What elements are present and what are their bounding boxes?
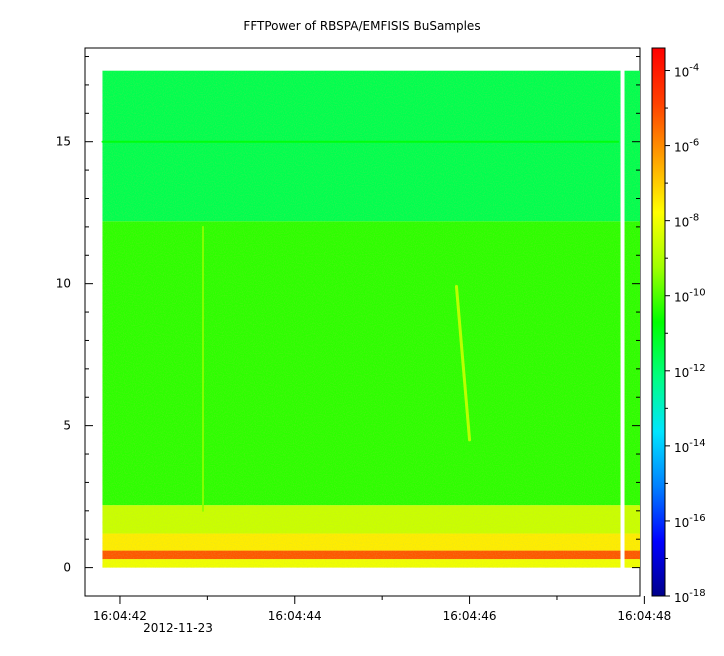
colorbar-tick-label: 10-14: [674, 438, 706, 455]
x-tick-label: 16:04:44: [268, 609, 322, 623]
colorbar-tick-label: 10-10: [674, 288, 706, 305]
x-tick-label: 16:04:48: [617, 609, 671, 623]
x-tick-label: 16:04:42: [93, 609, 147, 623]
chart-title: FFTPower of RBSPA/EMFISIS BuSamples: [243, 19, 480, 33]
data-gap: [620, 69, 625, 569]
heatmap-layer: [101, 69, 640, 569]
y-axis: 0 5 10 15: [56, 56, 640, 597]
colorbar-tick-label: 10-4: [674, 63, 699, 80]
colorbar-tick-label: 10-6: [674, 138, 699, 155]
colorbar-tick-label: 10-18: [674, 588, 706, 605]
colorbar-tick-label: 10-16: [674, 513, 706, 530]
y-tick-label: 0: [63, 561, 71, 575]
y-tick-label: 5: [63, 419, 71, 433]
colorbar: [651, 47, 666, 597]
date-label: 2012-11-23: [143, 621, 213, 635]
x-tick-label: 16:04:46: [443, 609, 497, 623]
colorbar-ticks: 10-4 10-6 10-8 10-10 10-12 10-14 10-16 10-18: [665, 63, 706, 605]
x-axis: 16:04:42 16:04:44 16:04:46 16:04:48: [93, 596, 671, 623]
colorbar-tick-label: 10-8: [674, 213, 699, 230]
y-tick-label: 10: [56, 277, 71, 291]
spectral-feature: [454, 285, 472, 442]
colorbar-tick-label: 10-12: [674, 363, 706, 380]
y-tick-label: 15: [56, 135, 71, 149]
noise-texture: [102, 70, 640, 568]
